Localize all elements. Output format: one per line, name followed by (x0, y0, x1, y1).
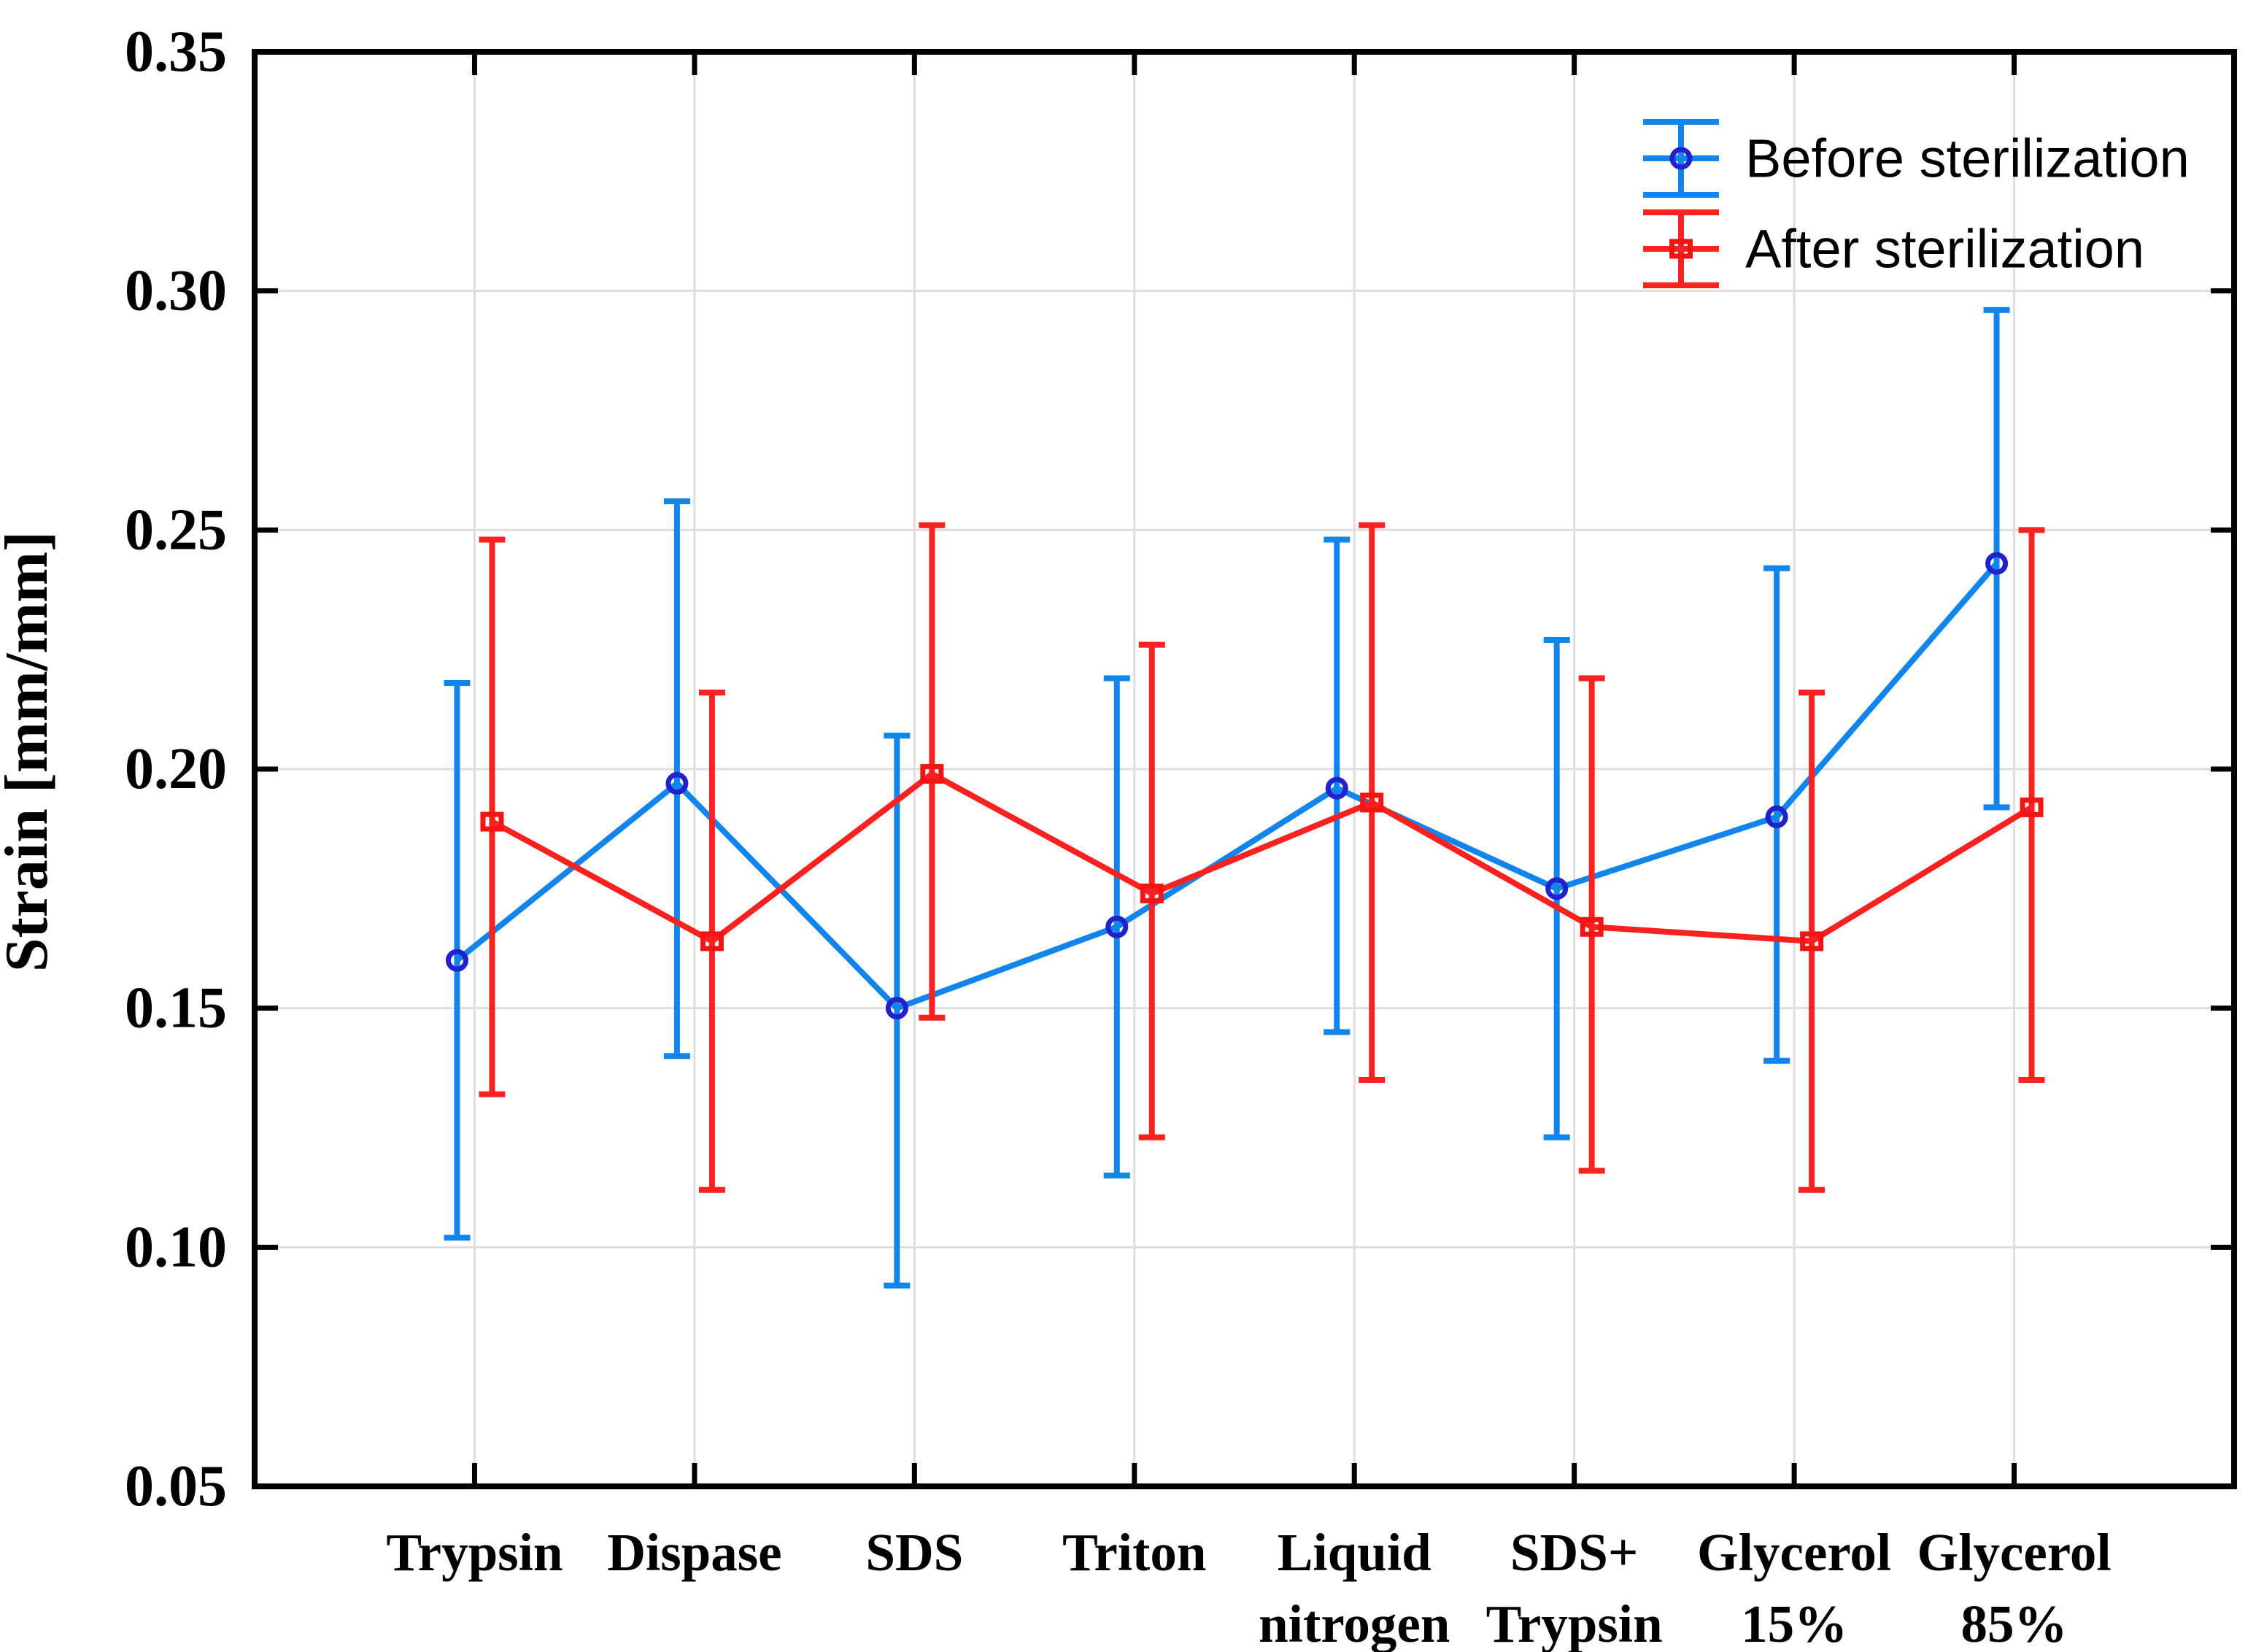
x-category-label: Trypsin (1486, 1594, 1663, 1652)
marker-circle (885, 997, 908, 1020)
legend-marker-circle (1669, 147, 1693, 170)
y-tick-label: 0.30 (125, 259, 227, 323)
marker-square (1360, 792, 1384, 813)
x-category-label: nitrogen (1259, 1594, 1450, 1652)
x-category-label: 85% (1961, 1594, 2068, 1652)
marker-circle (1985, 552, 2009, 575)
marker-square (2020, 797, 2044, 817)
y-axis-title: Strain [mm/mm] (0, 531, 61, 972)
marker-square (920, 764, 944, 784)
x-category-label: Trypsin (386, 1523, 563, 1582)
marker-square (700, 931, 724, 952)
x-category-label: 15% (1741, 1594, 1847, 1652)
marker-circle (665, 772, 689, 795)
y-tick-label: 0.20 (125, 737, 227, 801)
x-category-label: Dispase (607, 1523, 781, 1582)
legend-label: Before sterilization (1745, 128, 2190, 189)
marker-square (1580, 916, 1604, 937)
marker-circle (445, 949, 468, 972)
marker-circle (1765, 806, 1788, 829)
marker-circle (1325, 776, 1348, 800)
marker-square (480, 811, 504, 832)
x-category-label: Glycerol (1697, 1523, 1891, 1582)
data-series (444, 306, 2045, 1289)
legend-item: After sterilization (1643, 209, 2144, 288)
x-category-label: Liquid (1278, 1523, 1432, 1582)
marker-square (1800, 931, 1824, 952)
x-category-label: SDS+ (1510, 1523, 1639, 1582)
y-tick-label: 0.25 (125, 498, 227, 562)
gridlines (255, 52, 2234, 1486)
y-tick-label: 0.05 (125, 1454, 227, 1518)
y-tick-label: 0.35 (125, 20, 227, 84)
marker-circle (1105, 915, 1129, 938)
marker-square (1140, 883, 1164, 903)
marker-circle (1545, 877, 1569, 900)
legend-item: Before sterilization (1643, 119, 2190, 198)
series-before-sterilization (444, 306, 2010, 1289)
legend: Before sterilization After sterilization (1643, 119, 2190, 288)
axis-ticks (255, 49, 2234, 1489)
legend-label: After sterilization (1745, 219, 2144, 279)
x-category-label: SDS (865, 1523, 963, 1582)
series-line (489, 771, 2035, 944)
legend-marker-square (1669, 239, 1693, 259)
x-category-label: Triton (1062, 1523, 1206, 1582)
x-category-label: Glycerol (1917, 1523, 2111, 1582)
axis-labels: 0.35 0.30 0.25 0.20 0.15 0.10 0.05 Trypsin Dispa… (125, 20, 2112, 1652)
series-after-sterilization (479, 522, 2045, 1193)
y-tick-label: 0.15 (125, 976, 227, 1041)
y-tick-label: 0.10 (125, 1215, 227, 1279)
